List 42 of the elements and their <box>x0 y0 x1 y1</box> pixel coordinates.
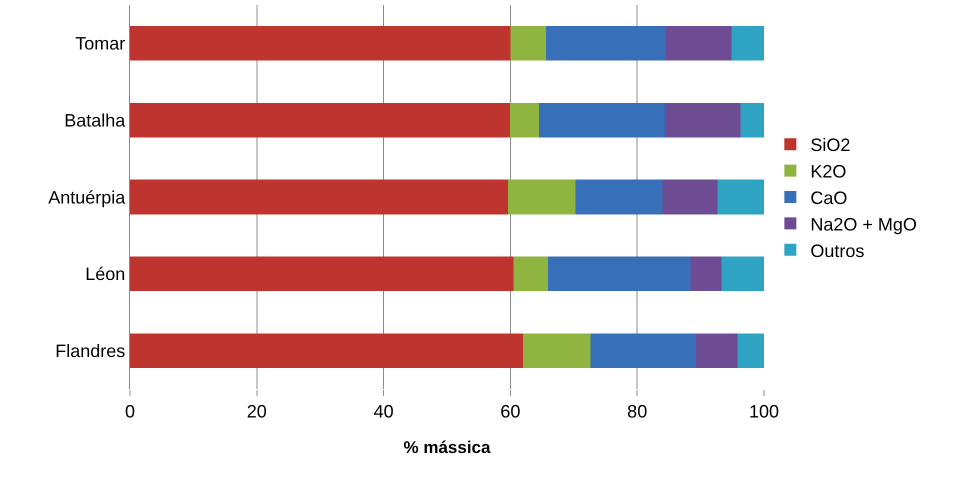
bar <box>576 180 663 214</box>
bar <box>590 333 696 368</box>
bar <box>546 26 666 61</box>
legend-label: CaO <box>810 188 848 208</box>
x-tick-label: 0 <box>124 402 136 422</box>
bar <box>510 102 539 138</box>
bar <box>130 256 514 292</box>
bar <box>740 102 764 138</box>
bar <box>538 102 666 138</box>
bar <box>718 180 764 214</box>
y-tick-label: Antuérpia <box>48 187 126 208</box>
bar <box>737 333 764 368</box>
bar <box>514 256 548 292</box>
bar <box>510 26 546 61</box>
bar <box>130 180 508 214</box>
x-axis-title: % mássica <box>404 438 492 457</box>
bar <box>508 180 576 214</box>
bar <box>523 333 590 368</box>
x-tick-label: 20 <box>246 402 267 422</box>
y-tick-label: Batalha <box>64 110 126 130</box>
legend-label: SiO2 <box>810 135 850 156</box>
x-tick-label: 40 <box>374 402 394 422</box>
bar <box>722 256 764 292</box>
y-tick-label: Léon <box>85 264 126 284</box>
bar <box>662 180 718 214</box>
bar <box>666 26 732 61</box>
x-tick-label: 60 <box>500 402 520 422</box>
legend-label: K2O <box>810 162 846 182</box>
legend-label: Outros <box>810 240 864 261</box>
bar <box>130 333 524 368</box>
bar <box>732 26 764 61</box>
bar <box>696 333 738 368</box>
x-tick-label: 80 <box>627 402 648 422</box>
bar <box>548 256 690 292</box>
bar <box>130 102 510 138</box>
y-tick-label: Flandres <box>55 340 126 361</box>
bar <box>130 26 510 61</box>
bar <box>690 256 722 292</box>
bar <box>665 102 741 138</box>
y-tick-label: Tomar <box>75 34 126 54</box>
legend-label: Na2O + MgO <box>810 214 917 234</box>
x-tick-label: 100 <box>748 402 780 422</box>
